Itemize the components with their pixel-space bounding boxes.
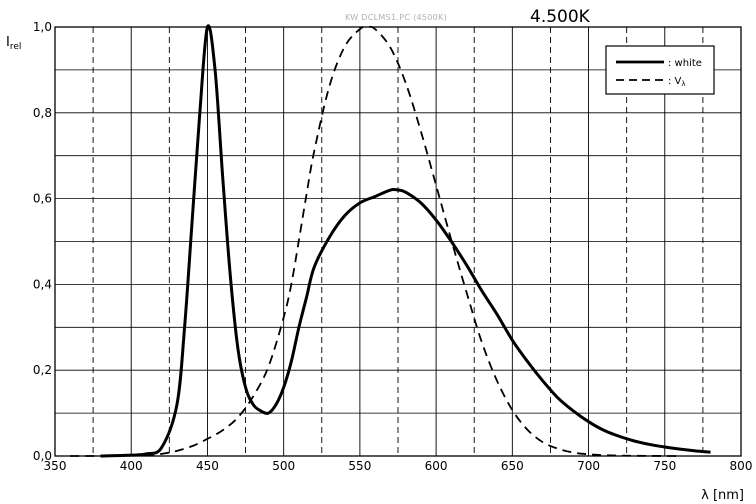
x-tick-labels: 350 400 450 500 550 600 650 700 750 800 [44, 459, 753, 473]
x-tick-label-600: 600 [425, 459, 448, 473]
y-axis-label: Irel [6, 35, 21, 52]
y-tick-label-0.6: 0,6 [33, 192, 52, 206]
y-tick-label-0.8: 0,8 [33, 106, 52, 120]
chart-subtitle: KW DCLMS1.PC (4500K) [345, 13, 447, 22]
y-axis-label-main: I [6, 35, 10, 50]
series-white-line [100, 24, 711, 458]
legend: : white : Vλ [605, 45, 715, 95]
x-axis-label: λ [nm] [701, 488, 744, 503]
x-tick-label-350: 350 [44, 459, 67, 473]
legend-box [605, 45, 715, 95]
legend-vlambda-sub: λ [681, 80, 685, 88]
y-tick-label-0: 0,0 [33, 449, 52, 463]
legend-vlambda-label: : Vλ [668, 76, 686, 88]
x-tick-label-550: 550 [348, 459, 371, 473]
y-tick-label-0.4: 0,4 [33, 277, 52, 291]
chart-title: 4.500K [530, 7, 591, 27]
x-tick-label-400: 400 [120, 459, 143, 473]
x-tick-label-800: 800 [730, 459, 753, 473]
y-tick-labels: 0,0 0,2 0,4 0,6 0,8 1,0 [33, 20, 52, 463]
y-tick-label-0.2: 0,2 [33, 363, 52, 377]
x-tick-label-750: 750 [653, 459, 676, 473]
x-tick-label-650: 650 [501, 459, 524, 473]
grid [54, 27, 742, 456]
legend-white-label: : white [668, 58, 702, 69]
y-tick-label-1: 1,0 [33, 20, 52, 34]
x-tick-label-450: 450 [196, 459, 219, 473]
legend-vlambda-main: : V [668, 76, 682, 87]
x-tick-label-500: 500 [272, 459, 295, 473]
plot-frame [54, 26, 742, 457]
y-axis-label-sub: rel [10, 42, 22, 52]
x-tick-label-700: 700 [577, 459, 600, 473]
